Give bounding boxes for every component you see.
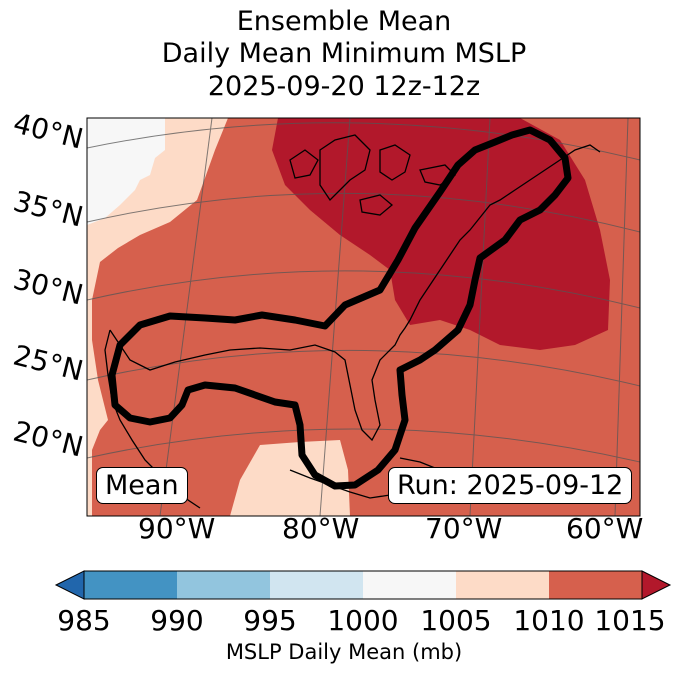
colorbar-bin-985-990 xyxy=(84,571,177,599)
lon-label-90w: 90°W xyxy=(138,512,216,545)
lon-label-60w: 60°W xyxy=(566,512,644,545)
colorbar-extend-high xyxy=(641,570,672,600)
colorbar-tick-1000: 1000 xyxy=(327,604,399,637)
colorbar-tick-1005: 1005 xyxy=(420,604,492,637)
colorbar xyxy=(54,570,672,600)
colorbar-extend-low xyxy=(54,570,85,600)
field-1005-1010-west xyxy=(87,118,228,516)
colorbar-tick-990: 990 xyxy=(150,604,204,637)
title-line-2: Daily Mean Minimum MSLP xyxy=(161,38,527,69)
map-frame xyxy=(86,117,641,517)
title-line-1: Ensemble Mean xyxy=(236,6,452,37)
field-1005-1010-south xyxy=(230,440,350,516)
colorbar-tick-1015: 1015 xyxy=(594,604,666,637)
colorbar-bin-1010-1015 xyxy=(549,571,642,599)
colorbar-bin-995-1000 xyxy=(270,571,363,599)
colorbar-bin-1005-1010 xyxy=(456,571,549,599)
lon-label-80w: 80°W xyxy=(282,512,360,545)
colorbar-bin-990-995 xyxy=(177,571,270,599)
colorbar-tick-1010: 1010 xyxy=(513,604,585,637)
run-date-box: Run: 2025-09-12 xyxy=(388,467,633,504)
probability-contour xyxy=(108,126,572,490)
lon-label-70w: 70°W xyxy=(425,512,503,545)
field-1000-1005 xyxy=(87,118,165,225)
colorbar-bin-1000-1005 xyxy=(363,571,456,599)
map-area xyxy=(87,118,640,516)
colorbar-label: MSLP Daily Mean (mb) xyxy=(225,640,463,664)
colorbar-tick-985: 985 xyxy=(57,604,111,637)
colorbar-tick-995: 995 xyxy=(243,604,297,637)
title-line-3: 2025-09-20 12z-12z xyxy=(207,71,481,102)
mean-label-box: Mean xyxy=(96,467,188,504)
